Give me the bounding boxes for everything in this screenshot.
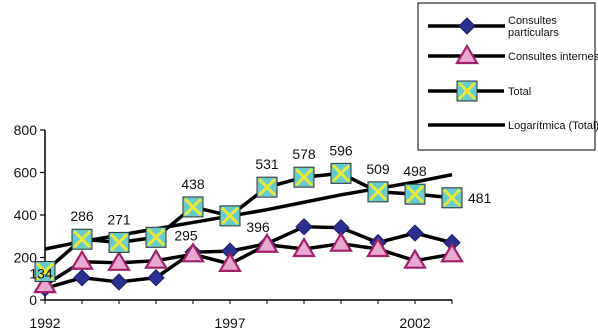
series-2-marker <box>33 272 57 294</box>
data-label: 271 <box>107 211 131 227</box>
data-label: 481 <box>468 190 492 206</box>
data-labels: 134 286 271 295 438 396 531 578 596 509 498 481 <box>29 142 491 281</box>
series-3-marker <box>182 196 204 218</box>
x-tick-label: 1992 <box>29 315 60 331</box>
series-2-marker <box>181 242 205 263</box>
series-3-marker <box>441 187 463 209</box>
series-1-marker <box>110 273 128 291</box>
series-1-marker <box>406 224 424 242</box>
data-label: 596 <box>329 142 353 158</box>
y-tick-label: 400 <box>14 207 38 223</box>
series-1-marker <box>147 268 165 287</box>
series-3-marker <box>219 205 241 227</box>
series-2-marker <box>440 242 464 263</box>
data-label: 578 <box>292 146 316 162</box>
series-2-marker <box>403 248 427 269</box>
y-tick-label: 0 <box>29 292 37 308</box>
data-label: 509 <box>366 161 390 177</box>
legend-label: Total <box>508 86 531 98</box>
legend-label: Logarítmica (Total) <box>508 120 598 132</box>
series-2-marker <box>292 236 316 258</box>
y-tick-label: 200 <box>14 250 38 266</box>
axes: 0 200 400 600 800 1992 1997 2002 <box>14 122 453 331</box>
data-label: 498 <box>403 163 427 179</box>
series-2-marker <box>70 249 94 270</box>
series-2-marker <box>107 250 131 271</box>
data-label: 396 <box>246 219 270 235</box>
series-3-marker <box>71 228 93 250</box>
series-3-marker <box>330 162 352 184</box>
series-3-marker <box>108 231 130 253</box>
series-2-marker <box>329 231 353 252</box>
legend-marker-3 <box>456 80 478 102</box>
series-1-marker <box>73 268 91 287</box>
data-label: 286 <box>70 208 94 224</box>
data-label: 295 <box>174 227 198 243</box>
series-3-marker <box>145 226 167 248</box>
y-tick-label: 800 <box>14 122 38 138</box>
series-2-marker <box>366 236 390 258</box>
series-3-marker <box>34 261 56 283</box>
series-2-marker <box>218 251 242 272</box>
series-3-marker <box>256 176 278 198</box>
series-3-marker <box>404 183 426 205</box>
legend-label: Consultes internes <box>508 51 598 63</box>
x-tick-label: 2002 <box>399 315 430 331</box>
series-3-marker <box>367 181 389 203</box>
series-2-marker <box>144 248 168 269</box>
legend-label: Consultes <box>508 15 557 27</box>
series-1-marker <box>295 217 313 236</box>
legend-marker-1 <box>458 17 476 35</box>
series-markers <box>33 162 464 298</box>
series-3-marker <box>293 166 315 188</box>
series-2-marker <box>255 232 279 253</box>
legend-marker-2 <box>455 43 479 65</box>
x-tick-label: 1997 <box>214 315 245 331</box>
data-label: 531 <box>255 156 279 172</box>
data-label: 438 <box>181 176 205 192</box>
legend-label: particulars <box>508 27 559 39</box>
data-label: 134 <box>29 266 53 282</box>
y-tick-label: 600 <box>14 165 38 181</box>
